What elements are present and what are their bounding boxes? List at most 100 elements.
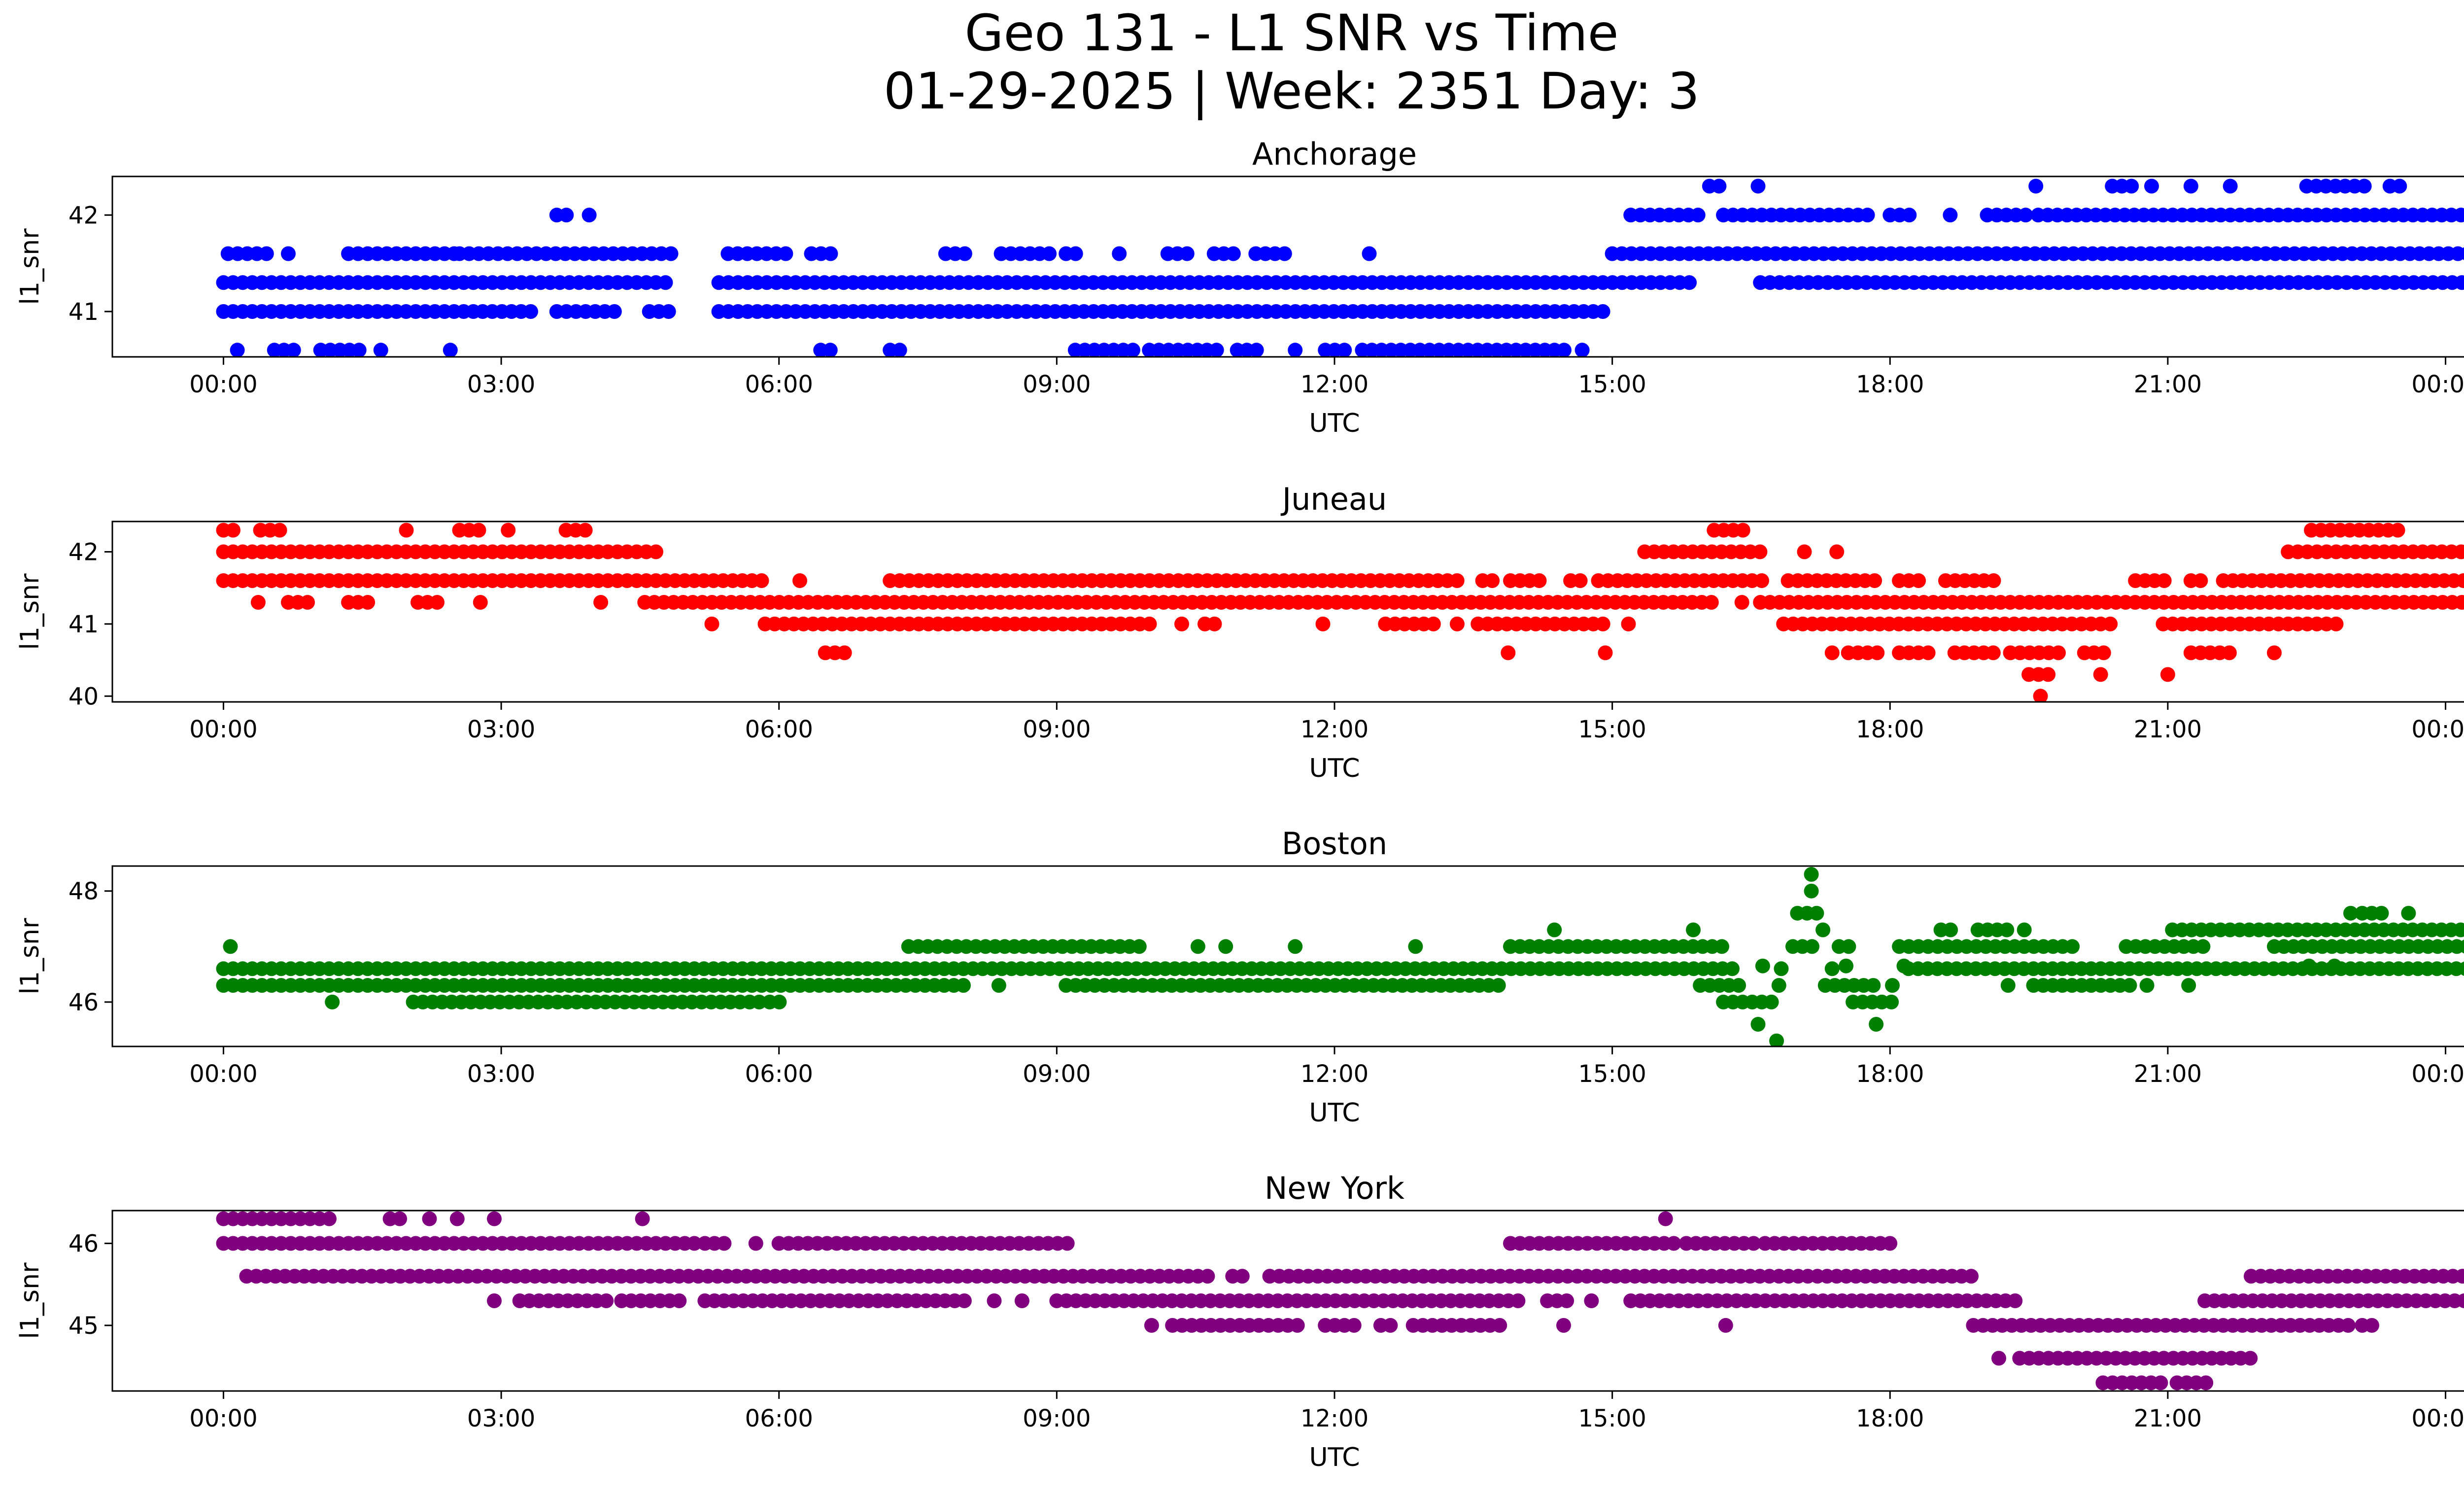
x-tick-label: 09:00 — [1023, 1060, 1091, 1088]
data-point — [1750, 178, 1766, 194]
data-point — [1125, 343, 1140, 357]
data-point — [704, 616, 719, 631]
data-point — [1943, 922, 1958, 938]
data-point — [1559, 1293, 1574, 1308]
data-point — [443, 343, 458, 357]
data-point — [1870, 645, 1885, 661]
data-point — [1491, 978, 1506, 993]
data-point — [663, 246, 679, 261]
data-point — [2340, 1318, 2356, 1333]
data-point — [2222, 645, 2237, 661]
data-point — [957, 1293, 972, 1308]
scatter-series — [216, 1211, 2464, 1391]
data-point — [1144, 1318, 1159, 1333]
x-tick-label: 15:00 — [1578, 1060, 1646, 1088]
data-point — [2124, 178, 2139, 194]
figure-title-line2: 01-29-2025 | Week: 2351 Day: 3 — [884, 62, 1700, 121]
data-point — [1764, 994, 1779, 1009]
data-point — [430, 595, 445, 610]
data-point — [2328, 616, 2344, 631]
data-point — [2459, 939, 2464, 954]
data-point — [822, 343, 838, 357]
x-tick-label: 18:00 — [1856, 1060, 1924, 1088]
data-point — [2198, 1375, 2214, 1391]
data-point — [281, 246, 296, 261]
data-point — [2453, 208, 2464, 223]
data-point — [1884, 994, 1899, 1009]
data-point — [2160, 667, 2175, 682]
data-point — [559, 208, 574, 223]
data-point — [2033, 689, 2048, 702]
data-point — [2454, 595, 2464, 610]
data-point — [607, 304, 622, 319]
data-point — [1485, 573, 1500, 588]
data-point — [2357, 178, 2372, 194]
data-point — [1112, 246, 1127, 261]
data-point — [2456, 573, 2464, 588]
data-point — [956, 978, 971, 993]
data-point — [1277, 246, 1292, 261]
data-point — [1574, 343, 1590, 357]
data-point — [1752, 544, 1768, 559]
panel-anchorage: Anchorage 00:00 03:00 06:00 09:00 12:00 15:00 1… — [15, 136, 2464, 438]
axes-frame — [111, 865, 2464, 1047]
data-point — [300, 595, 315, 610]
x-tick-label: 15:00 — [1578, 1405, 1646, 1432]
x-tick-label: 00:00 — [189, 716, 257, 743]
data-point — [1666, 1236, 1681, 1251]
data-point — [2454, 275, 2464, 290]
data-point — [1598, 645, 1613, 661]
data-point — [1290, 1318, 1305, 1333]
data-point — [2008, 1293, 2023, 1308]
data-point — [1690, 208, 1706, 223]
x-tick-label: 12:00 — [1300, 716, 1369, 743]
x-tick-label: 00:00 — [189, 1405, 257, 1432]
data-point — [2460, 247, 2464, 260]
data-point — [1621, 616, 1636, 631]
y-tick-label: 46 — [68, 1230, 99, 1258]
data-point — [2243, 1351, 2258, 1366]
x-tick-label: 06:00 — [745, 716, 813, 743]
data-point — [2301, 958, 2317, 973]
data-point — [1042, 246, 1057, 261]
data-point — [2144, 178, 2159, 194]
scatter-series — [216, 522, 2464, 702]
data-point — [1595, 304, 1610, 319]
data-point — [2041, 667, 2056, 682]
data-point — [2018, 208, 2033, 223]
data-point — [2450, 246, 2464, 261]
data-point — [792, 573, 807, 588]
data-point — [259, 246, 274, 261]
data-point — [1547, 922, 1562, 938]
data-point — [658, 275, 673, 290]
axes-frame — [111, 175, 2464, 358]
x-tick-label: 09:00 — [1023, 1405, 1091, 1432]
x-tick-label: 18:00 — [1856, 1405, 1924, 1432]
data-point — [2454, 544, 2464, 559]
data-point — [1408, 939, 1423, 954]
data-point — [1866, 978, 1881, 993]
data-point — [823, 246, 838, 261]
data-point — [250, 595, 266, 610]
panel-title: New York — [1265, 1170, 1404, 1206]
data-point — [1288, 939, 1303, 954]
data-point — [599, 1293, 614, 1308]
panel-title: Boston — [1282, 826, 1387, 862]
panel-juneau: Juneau 00:00 03:00 06:00 09:00 12:00 15:00 18:0… — [15, 481, 2464, 783]
data-point — [1179, 246, 1195, 261]
data-point — [1725, 961, 1740, 976]
data-point — [501, 522, 516, 538]
data-point — [1711, 178, 1727, 194]
data-point — [325, 994, 340, 1009]
panel-boston: Boston 00:00 03:00 06:00 09:00 12:00 15:00 18:0… — [15, 826, 2464, 1128]
data-point — [2195, 939, 2211, 954]
data-point — [754, 573, 769, 588]
data-point — [471, 522, 486, 538]
x-tick-label: 03:00 — [467, 1405, 535, 1432]
data-point — [449, 1211, 465, 1226]
data-point — [1943, 208, 1958, 223]
data-point — [748, 1236, 763, 1251]
scatter-series — [216, 867, 2464, 1046]
x-tick-label: 00:00 — [2411, 1405, 2464, 1432]
data-point — [1532, 573, 1547, 588]
